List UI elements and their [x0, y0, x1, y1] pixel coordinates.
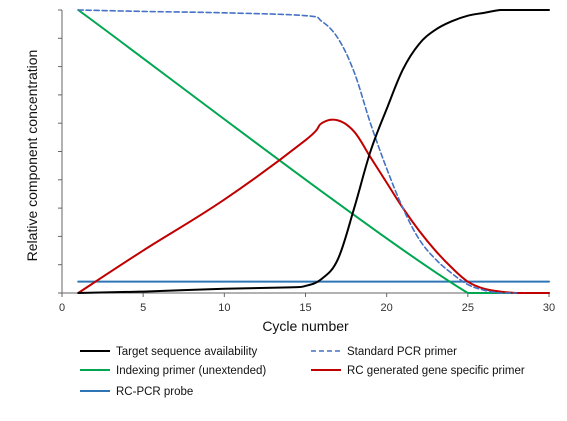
x-tick-label: 15 [299, 302, 311, 314]
series-line-2 [77, 9, 550, 295]
x-axis-title: Cycle number [262, 318, 349, 334]
series-layer [77, 9, 550, 295]
legend: Target sequence availability Standard PCR… [80, 346, 525, 398]
legend-label: RC-PCR probe [116, 386, 193, 398]
x-tick-label: 5 [140, 302, 146, 314]
x-tick-label: 20 [381, 302, 393, 314]
legend-label: Target sequence availability [116, 346, 258, 358]
series-line-3 [77, 118, 550, 295]
y-axis-title: Relative component concentration [24, 50, 40, 262]
series-line-1 [77, 9, 518, 294]
legend-label: Indexing primer (unextended) [116, 365, 266, 377]
x-tick-label: 25 [462, 302, 474, 314]
legend-label: Standard PCR primer [347, 346, 457, 358]
series-line-0 [77, 9, 550, 294]
legend-label: RC generated gene specific primer [347, 365, 525, 377]
x-tick-label: 30 [543, 302, 555, 314]
ticks: 0 5 10 15 20 25 30 [58, 9, 555, 314]
x-tick-label: 10 [218, 302, 230, 314]
x-tick-label: 0 [59, 302, 65, 314]
